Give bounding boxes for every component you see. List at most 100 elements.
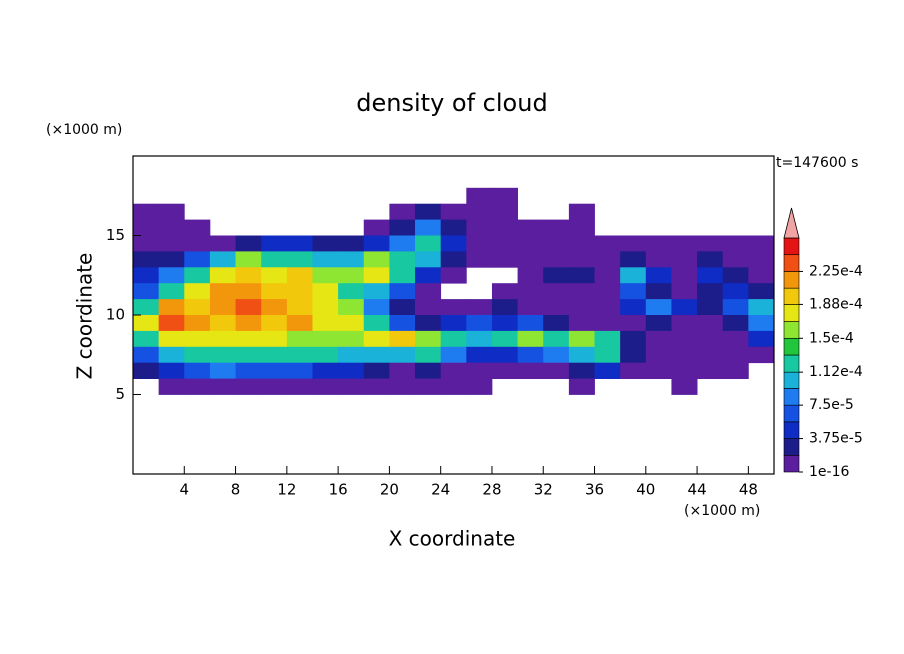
density-cell	[748, 330, 775, 348]
density-cell	[236, 188, 262, 204]
colorbar-tick-label: 1.12e-4	[809, 364, 863, 380]
density-cell	[722, 251, 749, 268]
density-cell	[286, 283, 313, 300]
density-cell	[338, 204, 364, 220]
density-cell	[133, 330, 160, 348]
density-cell	[261, 267, 288, 284]
density-cell	[235, 299, 262, 316]
density-cell	[261, 220, 287, 236]
density-cell	[133, 188, 159, 204]
density-cell	[159, 188, 185, 204]
density-cell	[184, 346, 211, 364]
density-cell	[671, 235, 698, 252]
density-cell	[645, 251, 672, 268]
density-cell	[620, 362, 647, 379]
density-cell	[491, 235, 518, 252]
density-cell	[466, 362, 493, 379]
density-cell	[594, 315, 621, 332]
density-cell	[261, 346, 288, 364]
density-cell	[389, 299, 416, 316]
density-cell	[748, 346, 775, 364]
density-cell	[697, 346, 724, 364]
density-cell	[184, 283, 211, 300]
density-cell	[209, 315, 236, 332]
density-cell	[671, 330, 698, 348]
density-cell	[312, 330, 339, 348]
density-cell	[543, 346, 570, 364]
density-cell	[415, 378, 442, 395]
density-cell	[158, 267, 185, 284]
density-cell	[363, 315, 390, 332]
density-cell	[261, 251, 288, 268]
density-cell	[491, 362, 518, 379]
density-cell	[491, 283, 518, 300]
density-cell	[568, 330, 595, 348]
density-cell	[620, 235, 647, 252]
density-cell	[261, 362, 288, 379]
density-cell	[287, 220, 313, 236]
density-cell	[671, 220, 697, 236]
density-cell	[645, 299, 672, 316]
density-cell	[158, 251, 185, 268]
density-cell	[389, 235, 416, 252]
colorbar-tick-label: 7.5e-5	[809, 397, 854, 413]
density-cell	[363, 283, 390, 300]
x-tick-label: 24	[431, 481, 450, 499]
density-cell	[466, 251, 493, 268]
density-cell	[184, 251, 211, 268]
x-tick-label: 16	[329, 481, 348, 499]
density-cell	[415, 330, 442, 348]
density-cell	[389, 315, 416, 332]
y-tick-label: 15	[106, 226, 125, 244]
density-cell	[363, 235, 390, 252]
density-cell	[389, 188, 415, 204]
density-cell	[440, 378, 467, 395]
density-cell	[543, 251, 570, 268]
density-cell	[697, 330, 724, 348]
density-cell	[210, 204, 236, 220]
density-cell	[236, 220, 262, 236]
density-cell	[594, 362, 621, 379]
density-cell	[363, 267, 390, 284]
colorbar-band	[783, 354, 800, 373]
density-cell	[543, 283, 570, 300]
density-cell	[209, 251, 236, 268]
density-cell	[209, 330, 236, 348]
density-cell	[594, 251, 621, 268]
density-cell	[312, 267, 339, 284]
density-cell	[209, 362, 236, 379]
density-cell	[722, 315, 749, 332]
density-cell	[338, 315, 365, 332]
density-cell	[645, 362, 672, 379]
density-cell	[543, 315, 570, 332]
density-cell	[594, 267, 621, 284]
density-cell	[594, 299, 621, 316]
density-cell	[491, 203, 518, 220]
density-cell	[389, 378, 416, 395]
colorbar-band	[783, 287, 800, 305]
density-cell	[363, 346, 390, 364]
density-cell	[620, 204, 646, 220]
density-cell	[261, 204, 287, 220]
density-cell	[312, 251, 339, 268]
density-cell	[620, 267, 647, 284]
density-cell	[620, 330, 647, 348]
density-cell	[568, 283, 595, 300]
density-cell	[594, 330, 621, 348]
density-cell	[723, 379, 749, 395]
density-cell	[517, 346, 544, 364]
density-cell	[312, 362, 339, 379]
density-cell	[466, 267, 492, 283]
density-cell	[543, 330, 570, 348]
density-cell	[671, 299, 698, 316]
density-cell	[158, 346, 185, 364]
density-cell	[697, 299, 724, 316]
density-cell	[517, 283, 544, 300]
density-cell	[491, 330, 518, 348]
density-cell	[133, 346, 160, 364]
density-cell	[645, 235, 672, 252]
density-cell	[568, 299, 595, 316]
density-cell	[286, 267, 313, 284]
density-cell	[517, 267, 544, 284]
density-cell	[235, 235, 262, 252]
